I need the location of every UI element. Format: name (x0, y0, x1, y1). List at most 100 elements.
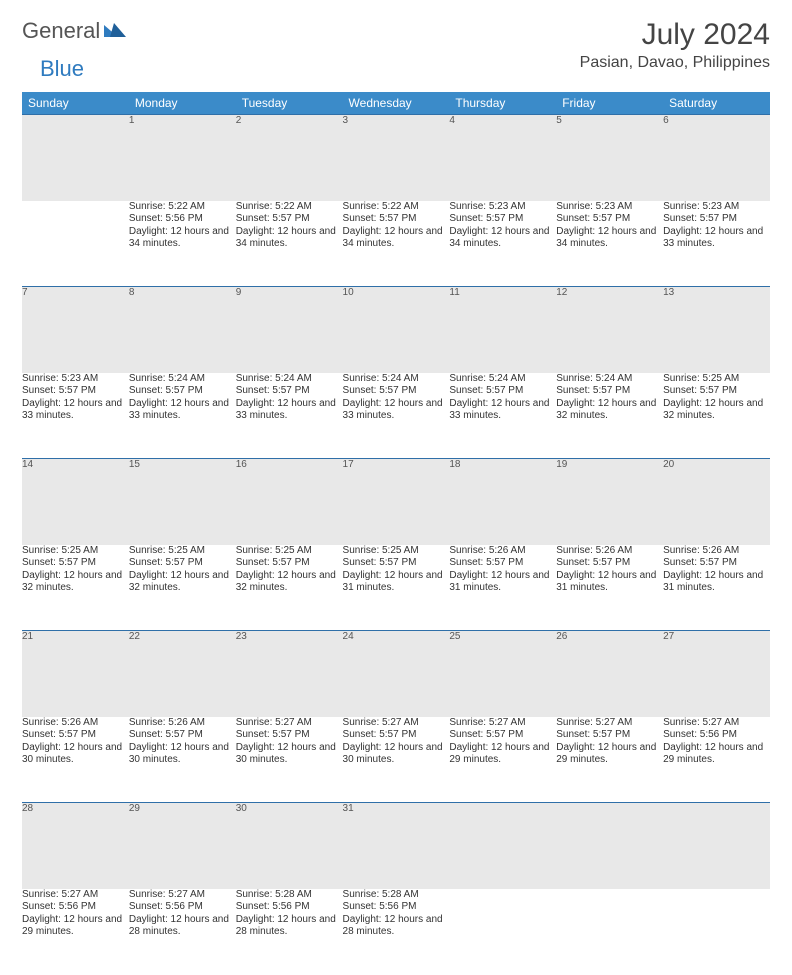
day-number-cell (556, 803, 663, 889)
day-number-cell: 10 (343, 287, 450, 373)
sunrise-line: Sunrise: 5:27 AM (236, 717, 343, 730)
daylight-line: Daylight: 12 hours and 33 minutes. (129, 398, 236, 423)
day-content-cell: Sunrise: 5:24 AMSunset: 5:57 PMDaylight:… (449, 373, 556, 459)
sunset-line: Sunset: 5:57 PM (343, 213, 450, 226)
day-number-row: 28293031 (22, 803, 770, 889)
day-number-cell: 6 (663, 115, 770, 201)
sunrise-line: Sunrise: 5:25 AM (129, 545, 236, 558)
title-block: July 2024 Pasian, Davao, Philippines (580, 18, 770, 72)
day-number-cell: 18 (449, 459, 556, 545)
daylight-line: Daylight: 12 hours and 32 minutes. (129, 570, 236, 595)
day-content-cell: Sunrise: 5:27 AMSunset: 5:57 PMDaylight:… (449, 717, 556, 803)
day-number-cell: 22 (129, 631, 236, 717)
day-content-cell: Sunrise: 5:26 AMSunset: 5:57 PMDaylight:… (129, 717, 236, 803)
day-number-cell: 26 (556, 631, 663, 717)
sunset-line: Sunset: 5:56 PM (343, 901, 450, 914)
day-number-cell: 12 (556, 287, 663, 373)
sunset-line: Sunset: 5:57 PM (236, 385, 343, 398)
day-number-cell: 21 (22, 631, 129, 717)
day-content-cell: Sunrise: 5:27 AMSunset: 5:56 PMDaylight:… (22, 889, 129, 975)
weekday-header: Thursday (449, 92, 556, 115)
day-number-cell: 24 (343, 631, 450, 717)
day-number-cell: 27 (663, 631, 770, 717)
day-number-cell: 29 (129, 803, 236, 889)
sunrise-line: Sunrise: 5:27 AM (343, 717, 450, 730)
daylight-line: Daylight: 12 hours and 32 minutes. (236, 570, 343, 595)
day-number-cell: 16 (236, 459, 343, 545)
day-content-cell: Sunrise: 5:23 AMSunset: 5:57 PMDaylight:… (663, 201, 770, 287)
day-content-cell: Sunrise: 5:27 AMSunset: 5:57 PMDaylight:… (236, 717, 343, 803)
day-number-cell: 23 (236, 631, 343, 717)
daylight-line: Daylight: 12 hours and 34 minutes. (236, 226, 343, 251)
day-content-cell: Sunrise: 5:27 AMSunset: 5:57 PMDaylight:… (343, 717, 450, 803)
day-number-cell: 28 (22, 803, 129, 889)
sunset-line: Sunset: 5:57 PM (663, 557, 770, 570)
weekday-header: Tuesday (236, 92, 343, 115)
day-number-cell: 19 (556, 459, 663, 545)
sunset-line: Sunset: 5:57 PM (22, 385, 129, 398)
sunset-line: Sunset: 5:57 PM (343, 557, 450, 570)
daylight-line: Daylight: 12 hours and 29 minutes. (22, 914, 129, 939)
sunrise-line: Sunrise: 5:24 AM (449, 373, 556, 386)
day-content-cell (663, 889, 770, 975)
sunset-line: Sunset: 5:57 PM (343, 385, 450, 398)
day-content-cell: Sunrise: 5:24 AMSunset: 5:57 PMDaylight:… (236, 373, 343, 459)
sunset-line: Sunset: 5:57 PM (449, 385, 556, 398)
day-content-cell: Sunrise: 5:26 AMSunset: 5:57 PMDaylight:… (449, 545, 556, 631)
day-number-cell: 13 (663, 287, 770, 373)
day-content-row: Sunrise: 5:26 AMSunset: 5:57 PMDaylight:… (22, 717, 770, 803)
day-content-row: Sunrise: 5:25 AMSunset: 5:57 PMDaylight:… (22, 545, 770, 631)
daylight-line: Daylight: 12 hours and 33 minutes. (343, 398, 450, 423)
weekday-header: Wednesday (343, 92, 450, 115)
sunrise-line: Sunrise: 5:26 AM (449, 545, 556, 558)
daylight-line: Daylight: 12 hours and 30 minutes. (22, 742, 129, 767)
sunset-line: Sunset: 5:56 PM (129, 213, 236, 226)
daylight-line: Daylight: 12 hours and 31 minutes. (343, 570, 450, 595)
daylight-line: Daylight: 12 hours and 33 minutes. (663, 226, 770, 251)
day-content-cell: Sunrise: 5:26 AMSunset: 5:57 PMDaylight:… (663, 545, 770, 631)
sunrise-line: Sunrise: 5:25 AM (343, 545, 450, 558)
day-content-cell: Sunrise: 5:27 AMSunset: 5:56 PMDaylight:… (663, 717, 770, 803)
day-content-cell (556, 889, 663, 975)
daylight-line: Daylight: 12 hours and 32 minutes. (556, 398, 663, 423)
sunset-line: Sunset: 5:57 PM (129, 385, 236, 398)
daylight-line: Daylight: 12 hours and 31 minutes. (556, 570, 663, 595)
day-content-row: Sunrise: 5:23 AMSunset: 5:57 PMDaylight:… (22, 373, 770, 459)
day-number-row: 21222324252627 (22, 631, 770, 717)
daylight-line: Daylight: 12 hours and 30 minutes. (129, 742, 236, 767)
day-number-cell: 3 (343, 115, 450, 201)
sunrise-line: Sunrise: 5:26 AM (663, 545, 770, 558)
logo: General (22, 18, 128, 44)
day-content-cell: Sunrise: 5:22 AMSunset: 5:57 PMDaylight:… (236, 201, 343, 287)
day-number-cell: 4 (449, 115, 556, 201)
day-content-cell: Sunrise: 5:22 AMSunset: 5:57 PMDaylight:… (343, 201, 450, 287)
sunset-line: Sunset: 5:57 PM (449, 213, 556, 226)
sunrise-line: Sunrise: 5:27 AM (129, 889, 236, 902)
day-content-cell: Sunrise: 5:27 AMSunset: 5:57 PMDaylight:… (556, 717, 663, 803)
sunrise-line: Sunrise: 5:26 AM (129, 717, 236, 730)
sunset-line: Sunset: 5:56 PM (663, 729, 770, 742)
day-number-cell: 2 (236, 115, 343, 201)
day-content-cell: Sunrise: 5:23 AMSunset: 5:57 PMDaylight:… (22, 373, 129, 459)
daylight-line: Daylight: 12 hours and 34 minutes. (449, 226, 556, 251)
daylight-line: Daylight: 12 hours and 28 minutes. (129, 914, 236, 939)
sunset-line: Sunset: 5:57 PM (129, 557, 236, 570)
daylight-line: Daylight: 12 hours and 28 minutes. (236, 914, 343, 939)
sunrise-line: Sunrise: 5:27 AM (556, 717, 663, 730)
sunrise-line: Sunrise: 5:22 AM (343, 201, 450, 214)
sunrise-line: Sunrise: 5:23 AM (449, 201, 556, 214)
sunrise-line: Sunrise: 5:22 AM (236, 201, 343, 214)
sunrise-line: Sunrise: 5:27 AM (663, 717, 770, 730)
sunrise-line: Sunrise: 5:28 AM (343, 889, 450, 902)
sunset-line: Sunset: 5:57 PM (343, 729, 450, 742)
sunset-line: Sunset: 5:57 PM (22, 557, 129, 570)
calendar-table: SundayMondayTuesdayWednesdayThursdayFrid… (22, 92, 770, 975)
daylight-line: Daylight: 12 hours and 31 minutes. (663, 570, 770, 595)
daylight-line: Daylight: 12 hours and 34 minutes. (129, 226, 236, 251)
day-content-cell: Sunrise: 5:25 AMSunset: 5:57 PMDaylight:… (236, 545, 343, 631)
day-content-cell: Sunrise: 5:24 AMSunset: 5:57 PMDaylight:… (343, 373, 450, 459)
sunset-line: Sunset: 5:57 PM (22, 729, 129, 742)
sunset-line: Sunset: 5:57 PM (556, 213, 663, 226)
day-number-cell: 14 (22, 459, 129, 545)
sunset-line: Sunset: 5:57 PM (556, 557, 663, 570)
